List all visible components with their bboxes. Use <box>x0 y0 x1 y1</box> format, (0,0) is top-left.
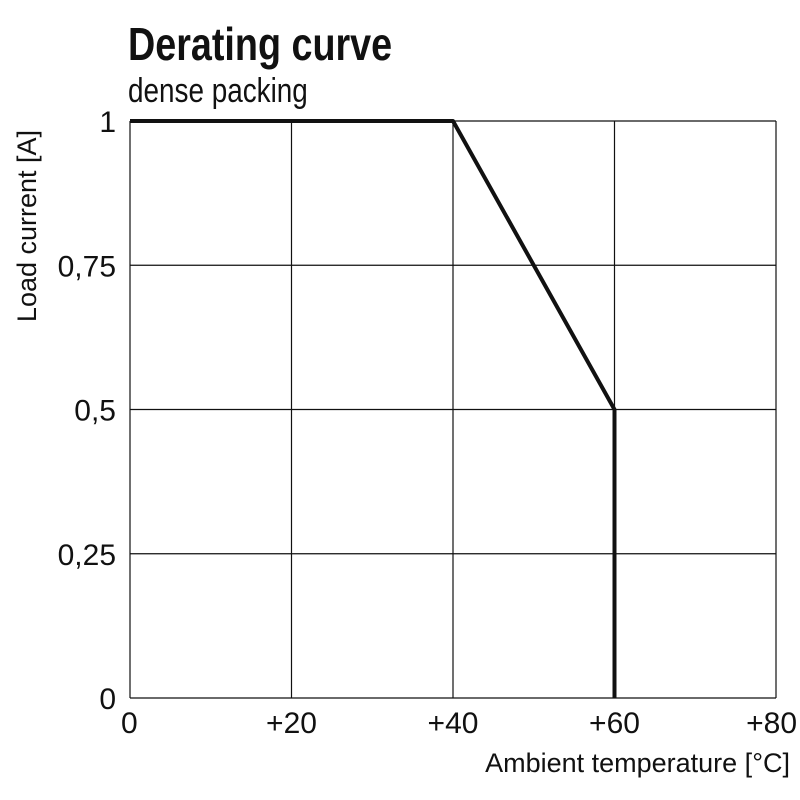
x-tick-label: +80 <box>746 707 797 740</box>
x-tick-label: +40 <box>428 707 479 740</box>
x-tick-label: +60 <box>589 707 640 740</box>
x-tick-labels: 0 +20 +40 +60 +80 <box>121 707 797 740</box>
curve-layer <box>130 119 617 698</box>
grid <box>129 120 777 699</box>
x-tick-label: 0 <box>121 707 138 740</box>
x-tick-label: +20 <box>266 707 317 740</box>
chart-title: Derating curve <box>128 18 393 70</box>
y-tick-label: 0,5 <box>74 395 116 428</box>
chart-subtitle: dense packing <box>128 72 308 110</box>
y-tick-label: 0,75 <box>58 250 116 283</box>
y-tick-label: 0,25 <box>58 539 116 572</box>
series-line-0 <box>130 119 617 698</box>
y-tick-labels: 0 0,25 0,5 0,75 1 <box>58 106 116 716</box>
y-tick-label: 1 <box>99 106 116 139</box>
x-axis-label: Ambient temperature [°C] <box>485 748 790 778</box>
y-axis-label: Load current [A] <box>12 130 42 322</box>
y-tick-label: 0 <box>99 683 116 716</box>
